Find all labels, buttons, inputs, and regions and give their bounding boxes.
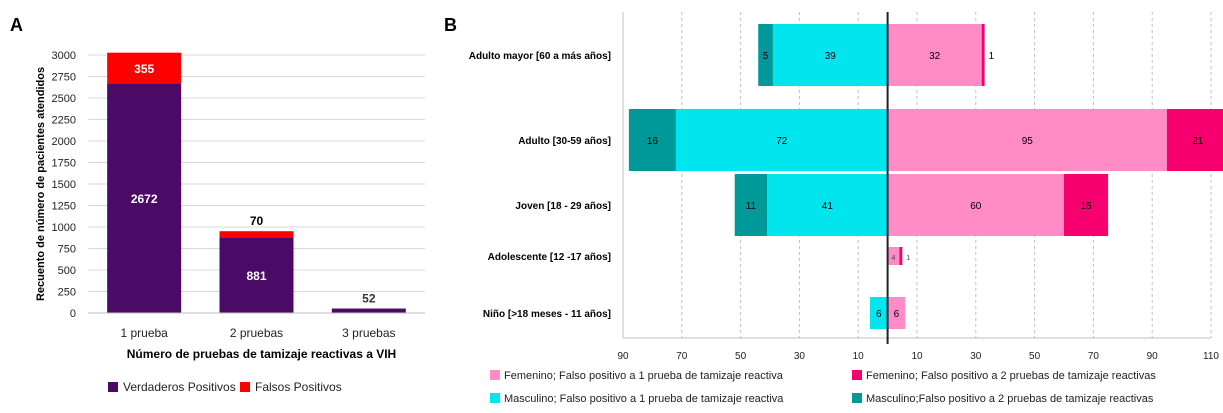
y-tick-label: 750 <box>58 244 76 256</box>
y-tick-label: 0 <box>70 308 76 320</box>
legend-swatch <box>108 382 118 392</box>
x-tick-label: 10 <box>911 351 923 362</box>
pyramid-bar-0-1 <box>675 109 888 171</box>
x-tick-label: 30 <box>970 351 982 362</box>
pyramid-bar-1-0 <box>758 24 773 86</box>
data-label: 355 <box>134 62 154 76</box>
x-tick-label: 10 <box>853 351 865 362</box>
panel-label-a: A <box>10 15 23 35</box>
pyramid-bar-1-2 <box>734 174 768 236</box>
category-label: Adolescente [12 -17 años] <box>488 252 611 263</box>
pyramid-bar-3-0 <box>981 24 985 86</box>
pyramid-bar-0-0 <box>772 24 888 86</box>
y-tick-label: 2500 <box>52 93 76 105</box>
y-tick-label: 1750 <box>52 158 76 170</box>
bar-value-label: 32 <box>929 51 941 62</box>
bar-value-label: 16 <box>647 136 659 147</box>
x-tick-label: 30 <box>794 351 806 362</box>
legend-swatch <box>852 393 862 403</box>
pyramid-bar-2-1 <box>887 109 1167 171</box>
legend-label: Masculino; Falso positivo a 1 prueba de … <box>504 393 784 405</box>
data-label: 2672 <box>131 192 158 206</box>
bar-value-label: 95 <box>1022 136 1034 147</box>
legend-swatch <box>490 393 500 403</box>
x-tick-label: 50 <box>735 351 747 362</box>
pyramid-bar-0-4 <box>869 297 888 329</box>
legend-label: Verdaderos Positivos <box>123 380 236 394</box>
data-label: 52 <box>362 292 376 306</box>
bar-value-label: 5 <box>763 51 769 62</box>
bar-falsos-1 <box>219 231 294 238</box>
bar-value-label: 41 <box>822 201 834 212</box>
x-axis-label: Número de pruebas de tamizaje reactivas … <box>127 347 396 361</box>
bar-value-label: 11 <box>746 201 757 212</box>
y-tick-label: 3000 <box>52 50 76 62</box>
y-tick-label: 500 <box>58 265 76 277</box>
legend-label: Masculino;Falso positivo a 2 pruebas de … <box>866 393 1154 405</box>
category-label: Adulto mayor [60 a más años] <box>469 51 611 62</box>
pyramid-bar-3-2 <box>1064 174 1109 236</box>
bar-value-label: 72 <box>776 136 788 147</box>
y-axis-label: Recuento de número de pacientes atendido… <box>35 67 47 301</box>
pyramid-bar-3-1 <box>1166 109 1223 171</box>
legend-label: Femenino; Falso positivo a 1 prueba de t… <box>504 370 784 382</box>
bar-value-label: 4 <box>892 255 896 262</box>
data-label: 70 <box>250 214 264 228</box>
x-tick-label: 70 <box>1088 351 1100 362</box>
pyramid-bar-2-3 <box>887 247 900 265</box>
bar-verdaderos-1 <box>219 237 294 313</box>
x-tick-label: 90 <box>617 351 629 362</box>
legend-label: Falsos Positivos <box>255 380 342 394</box>
legend-swatch <box>490 370 500 380</box>
pyramid-bar-2-0 <box>887 24 982 86</box>
chart-b: B 90 70 50 30 10 10 30 50 70 90 110 39 5 32 1 Adulto may… <box>444 12 1223 405</box>
bar-value-label: 21 <box>1192 136 1204 147</box>
bar-value-label: 6 <box>894 309 900 320</box>
bar-value-label: 1 <box>989 51 995 62</box>
y-tick-label: 250 <box>58 287 76 299</box>
x-tick-label: 2 pruebas <box>230 326 283 340</box>
y-tick-label: 1250 <box>52 201 76 213</box>
data-label: 881 <box>246 269 266 283</box>
y-tick-label: 1000 <box>52 222 76 234</box>
y-tick-label: 2750 <box>52 72 76 84</box>
x-tick-label: 3 pruebas <box>342 326 395 340</box>
x-tick-label: 70 <box>676 351 688 362</box>
x-tick-label: 50 <box>1029 351 1041 362</box>
pyramid-bar-3-3 <box>899 247 903 265</box>
category-label: Adulto [30-59 años] <box>518 136 611 147</box>
bar-verdaderos-2 <box>331 308 406 313</box>
y-tick-label: 2250 <box>52 115 76 127</box>
bar-value-label: 15 <box>1080 201 1092 212</box>
bar-falsos-0 <box>107 52 182 84</box>
bar-value-label: 39 <box>825 51 837 62</box>
y-tick-label: 2000 <box>52 136 76 148</box>
legend-swatch <box>240 382 250 392</box>
pyramid-bar-1-1 <box>628 109 676 171</box>
bar-value-label: 60 <box>970 201 982 212</box>
legend-swatch <box>852 370 862 380</box>
chart-a: A 0 250 500 750 1000 1250 1500 1750 2000 2250 2500 2… <box>10 15 425 394</box>
pyramid-bar-0-2 <box>767 174 888 236</box>
category-label: Joven [18 - 29 años] <box>515 201 611 212</box>
legend-label: Femenino; Falso positivo a 2 pruebas de … <box>866 370 1156 382</box>
bar-value-label: 1 <box>906 255 910 262</box>
bar-value-label: 6 <box>876 309 882 320</box>
pyramid-bar-2-4 <box>887 297 906 329</box>
x-tick-label: 90 <box>1147 351 1159 362</box>
x-tick-label: 110 <box>1203 351 1219 362</box>
y-tick-label: 1500 <box>52 179 76 191</box>
pyramid-bar-2-2 <box>887 174 1064 236</box>
x-tick-label: 1 prueba <box>120 326 168 340</box>
bar-verdaderos-0 <box>107 83 182 313</box>
panel-label-b: B <box>444 15 457 35</box>
category-label: Niño [>18 meses - 11 años] <box>483 309 611 320</box>
